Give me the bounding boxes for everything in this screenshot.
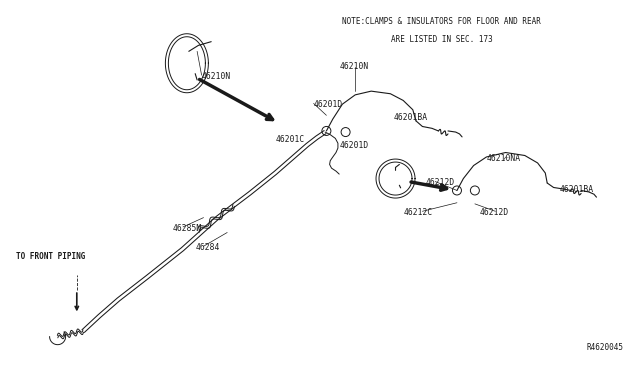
Text: 46210N: 46210N <box>202 72 231 81</box>
Text: 46212D: 46212D <box>480 208 509 217</box>
Text: 46210NA: 46210NA <box>486 154 520 163</box>
Text: 46212C: 46212C <box>403 208 433 217</box>
Text: R4620045: R4620045 <box>587 343 624 352</box>
Text: 46210N: 46210N <box>339 62 369 71</box>
Text: 46201D: 46201D <box>339 141 369 150</box>
Text: 46201D: 46201D <box>314 100 343 109</box>
Text: 46201BA: 46201BA <box>394 113 428 122</box>
Text: ARE LISTED IN SEC. 173: ARE LISTED IN SEC. 173 <box>391 35 492 44</box>
Text: TO FRONT PIPING: TO FRONT PIPING <box>16 252 85 261</box>
Text: 46284: 46284 <box>195 243 220 252</box>
Text: NOTE:CLAMPS & INSULATORS FOR FLOOR AND REAR: NOTE:CLAMPS & INSULATORS FOR FLOOR AND R… <box>342 17 541 26</box>
Text: 46285M: 46285M <box>173 224 202 233</box>
Text: 46212D: 46212D <box>426 178 455 187</box>
Text: 46201BA: 46201BA <box>560 185 594 194</box>
Text: 46201C: 46201C <box>275 135 305 144</box>
